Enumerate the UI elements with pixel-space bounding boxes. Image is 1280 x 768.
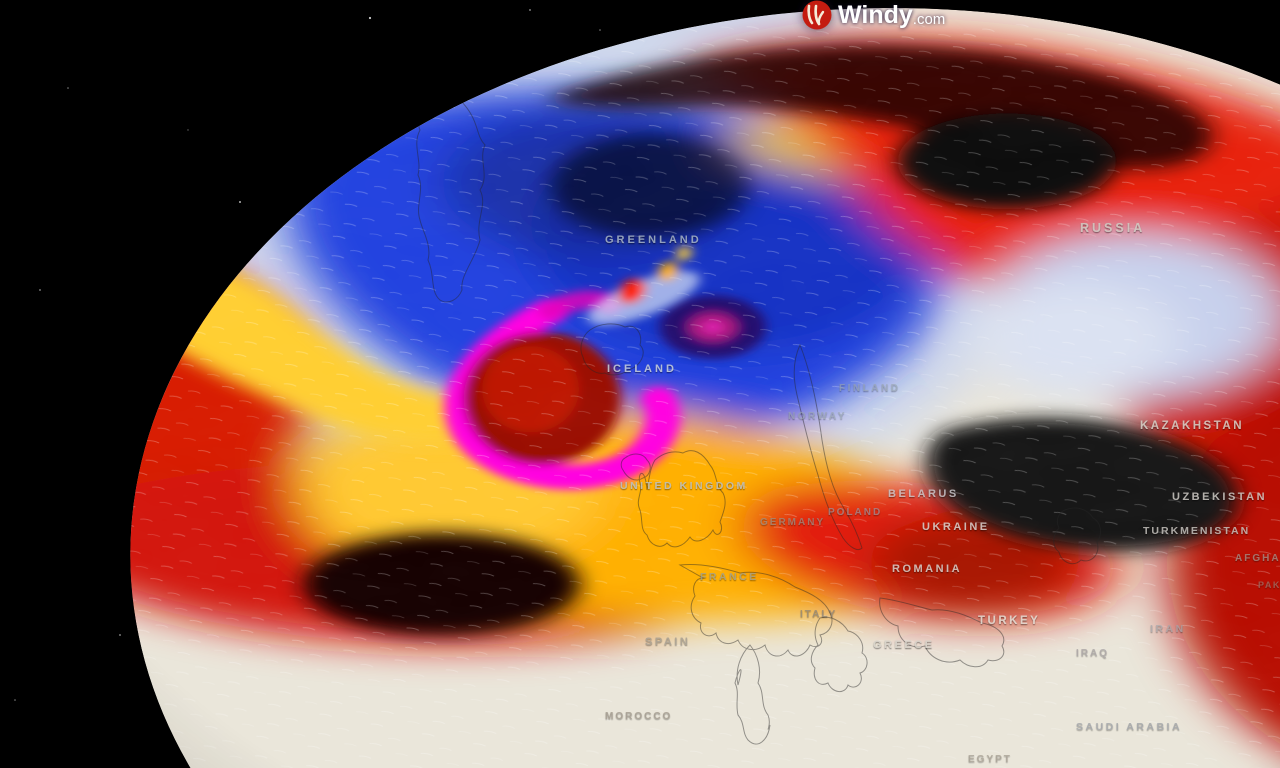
svg-text:POLAND: POLAND	[828, 507, 882, 518]
svg-text:TURKMENISTAN: TURKMENISTAN	[1143, 525, 1250, 537]
svg-text:FINLAND: FINLAND	[839, 383, 900, 394]
svg-text:ICELAND: ICELAND	[607, 363, 677, 375]
svg-text:IRAQ: IRAQ	[1076, 648, 1109, 659]
svg-text:NORWAY: NORWAY	[788, 411, 847, 422]
svg-text:BELARUS: BELARUS	[888, 488, 959, 500]
svg-text:GERMANY: GERMANY	[760, 517, 825, 528]
svg-text:TURKEY: TURKEY	[978, 615, 1040, 627]
svg-text:ITALY: ITALY	[800, 609, 837, 620]
svg-text:UZBEKISTAN: UZBEKISTAN	[1172, 491, 1267, 503]
svg-text:GREECE: GREECE	[873, 639, 934, 651]
svg-text:UKRAINE: UKRAINE	[922, 521, 990, 533]
svg-text:KAZAKHSTAN: KAZAKHSTAN	[1140, 420, 1244, 432]
svg-text:MOROCCO: MOROCCO	[605, 711, 672, 722]
svg-text:FRANCE: FRANCE	[700, 571, 759, 583]
svg-text:PAKISTAN: PAKISTAN	[1258, 580, 1280, 590]
svg-text:EGYPT: EGYPT	[968, 754, 1012, 765]
svg-text:IRAN: IRAN	[1150, 623, 1186, 635]
svg-text:UNITED KINGDOM: UNITED KINGDOM	[620, 480, 748, 492]
svg-text:SPAIN: SPAIN	[645, 636, 690, 648]
svg-text:RUSSIA: RUSSIA	[1080, 221, 1145, 235]
svg-text:GREENLAND: GREENLAND	[605, 234, 702, 246]
svg-text:AFGHANISTAN: AFGHANISTAN	[1235, 553, 1280, 564]
svg-text:ROMANIA: ROMANIA	[892, 563, 962, 575]
svg-text:SAUDI ARABIA: SAUDI ARABIA	[1076, 721, 1182, 733]
